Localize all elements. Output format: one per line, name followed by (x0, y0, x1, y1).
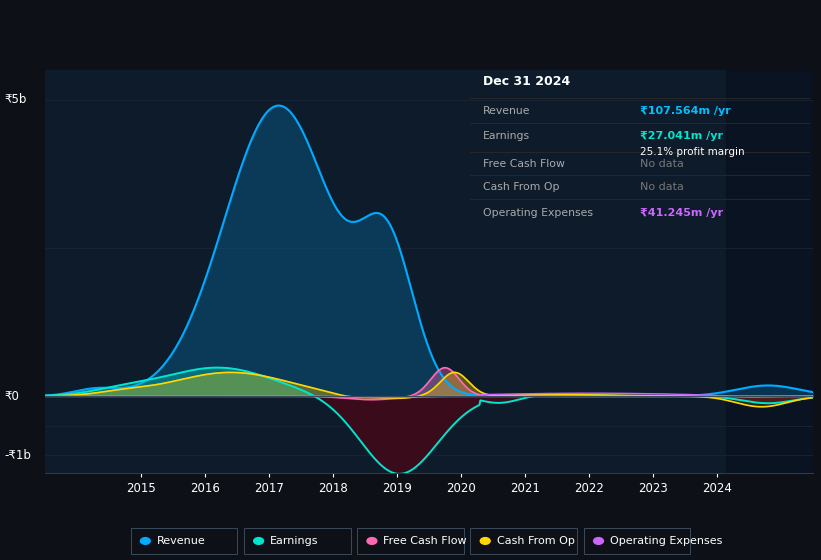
Text: No data: No data (640, 158, 684, 169)
Text: 25.1% profit margin: 25.1% profit margin (640, 147, 745, 157)
Text: Free Cash Flow: Free Cash Flow (383, 536, 467, 546)
Text: Cash From Op: Cash From Op (484, 182, 560, 192)
Text: ₹107.564m /yr: ₹107.564m /yr (640, 106, 731, 116)
Text: Cash From Op: Cash From Op (497, 536, 575, 546)
Text: -₹1b: -₹1b (4, 449, 31, 462)
Text: ₹27.041m /yr: ₹27.041m /yr (640, 131, 723, 141)
Bar (727, 70, 813, 473)
Text: Earnings: Earnings (270, 536, 319, 546)
Text: Free Cash Flow: Free Cash Flow (484, 158, 565, 169)
Text: Earnings: Earnings (484, 131, 530, 141)
Text: Revenue: Revenue (484, 106, 530, 116)
Text: ₹41.245m /yr: ₹41.245m /yr (640, 208, 723, 218)
Text: Revenue: Revenue (157, 536, 205, 546)
Text: ₹5b: ₹5b (4, 93, 26, 106)
Text: Operating Expenses: Operating Expenses (484, 208, 594, 218)
Text: Operating Expenses: Operating Expenses (610, 536, 722, 546)
Text: ₹0: ₹0 (4, 390, 19, 403)
Text: No data: No data (640, 182, 684, 192)
Text: Dec 31 2024: Dec 31 2024 (484, 75, 571, 88)
